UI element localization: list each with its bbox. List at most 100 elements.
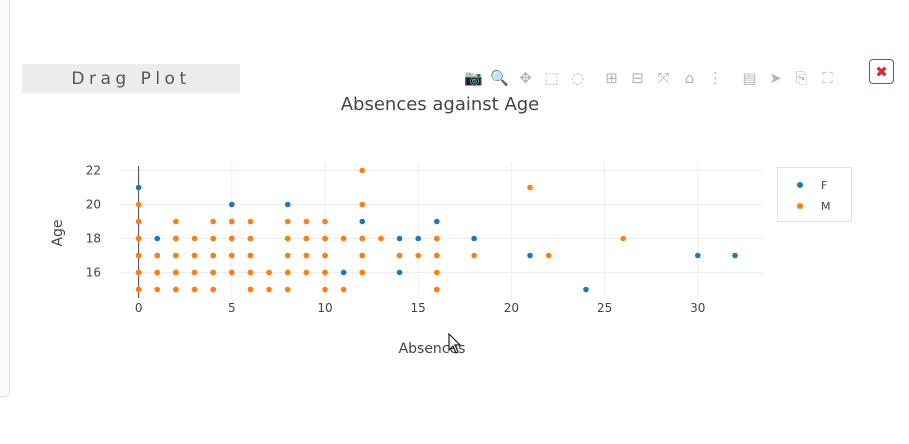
pan-icon[interactable]: ✥ [519, 69, 532, 87]
fullscreen-icon[interactable]: ⛶ [822, 69, 833, 87]
lasso-select-icon[interactable]: ◌ [570, 69, 585, 87]
data-point-m [434, 252, 440, 259]
data-point-f [415, 235, 422, 242]
data-point-m [135, 252, 142, 259]
data-point-m [284, 286, 291, 293]
data-point-m [173, 252, 179, 259]
legend-item-m[interactable]: M [778, 198, 831, 214]
data-point-f [154, 235, 161, 242]
data-point-m [359, 252, 366, 259]
data-point-m [284, 235, 291, 242]
drag-plot-handle[interactable]: Drag Plot [22, 64, 240, 93]
data-point-f [527, 252, 533, 259]
x-axis-label: Absences [398, 341, 466, 357]
data-point-m [471, 252, 477, 259]
x-tick-label: 15 [411, 301, 426, 315]
data-point-m [322, 252, 328, 259]
data-point-m [284, 218, 291, 225]
data-point-m [266, 286, 272, 293]
data-point-m [303, 252, 310, 259]
data-point-m [210, 252, 216, 259]
data-point-m [210, 269, 216, 276]
edit-in-chart-studio-icon[interactable]: ⎘ [795, 69, 808, 87]
data-point-m [434, 286, 440, 293]
reset-axes-icon[interactable]: ⌂ [684, 69, 695, 87]
data-point-m [303, 269, 310, 276]
x-tick-label: 30 [690, 301, 705, 315]
zoom-out-icon[interactable]: ⊟ [631, 69, 644, 87]
data-point-m [210, 286, 216, 293]
legend-item-f[interactable]: F [778, 177, 827, 193]
data-point-m [340, 235, 347, 242]
data-point-m [359, 167, 366, 174]
y-tick-label: 16 [86, 266, 101, 280]
hover-closest-icon[interactable]: ▤ [742, 69, 757, 87]
data-point-f [396, 235, 403, 242]
data-point-f [229, 201, 235, 208]
data-point-m [322, 218, 328, 225]
data-point-m [359, 235, 366, 242]
data-point-m [620, 235, 627, 242]
data-point-m [396, 252, 403, 259]
data-point-m [284, 252, 291, 259]
data-point-m [545, 252, 552, 259]
legend-marker [797, 182, 803, 188]
data-point-f [471, 235, 477, 242]
data-point-m [173, 269, 179, 276]
data-point-m [247, 218, 254, 225]
data-point-m [229, 218, 235, 225]
data-point-f [396, 269, 403, 276]
data-point-m [229, 269, 235, 276]
data-point-m [266, 269, 272, 276]
data-point-m [173, 286, 179, 293]
data-point-m [247, 235, 254, 242]
chart-title: Absences against Age [340, 94, 540, 115]
side-panel-edge [0, 0, 10, 397]
data-point-m [154, 286, 161, 293]
data-point-f [434, 218, 440, 225]
zoom-icon[interactable]: 🔍 [490, 69, 509, 87]
data-point-m [434, 235, 440, 242]
close-button[interactable]: ✖ [869, 59, 894, 84]
data-point-f [583, 286, 589, 293]
x-tick-label: 0 [135, 301, 143, 315]
data-point-m [359, 201, 366, 208]
data-point-f [694, 252, 701, 259]
data-point-f [284, 201, 291, 208]
mouse-cursor-icon [448, 333, 462, 354]
data-point-m [340, 286, 347, 293]
x-tick-label: 10 [317, 301, 332, 315]
y-tick-label: 18 [86, 232, 101, 246]
spike-lines-icon[interactable]: ⋮ [708, 69, 723, 87]
data-point-m [229, 252, 235, 259]
data-point-f [359, 218, 366, 225]
data-point-m [191, 235, 198, 242]
x-tick-label: 5 [228, 301, 236, 315]
data-point-m [359, 269, 366, 276]
zoom-in-icon[interactable]: ⊞ [605, 69, 618, 87]
data-point-m [322, 235, 328, 242]
box-select-icon[interactable]: ⬚ [544, 69, 559, 87]
data-point-m [322, 269, 328, 276]
data-point-m [210, 218, 216, 225]
data-point-m [173, 235, 179, 242]
data-point-m [135, 286, 142, 293]
data-point-m [210, 235, 216, 242]
data-point-m [415, 252, 422, 259]
data-point-m [154, 252, 161, 259]
camera-icon[interactable]: 📷 [464, 69, 483, 87]
legend-label: M [821, 199, 831, 213]
data-point-m [322, 286, 328, 293]
data-point-m [527, 184, 533, 191]
legend-marker [797, 203, 803, 209]
autoscale-icon[interactable]: ⤧ [657, 69, 670, 87]
data-point-m [284, 269, 291, 276]
data-point-m [191, 286, 198, 293]
hover-compare-icon[interactable]: ➤ [769, 69, 782, 87]
data-point-m [191, 252, 198, 259]
data-point-f [732, 252, 738, 259]
data-point-m [247, 252, 254, 259]
data-point-m [247, 286, 254, 293]
